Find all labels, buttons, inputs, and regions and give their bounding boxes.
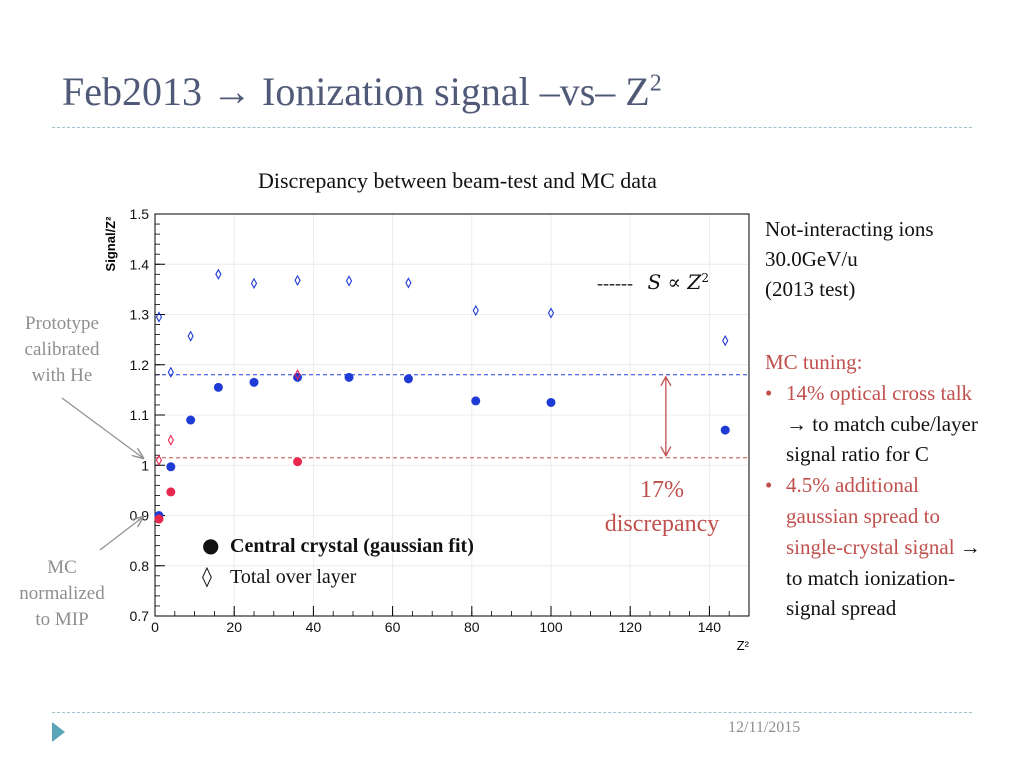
y-axis-label: Signal/Z² xyxy=(103,216,118,272)
prototype-calibration-note: Prototype calibrated with He xyxy=(6,311,118,389)
x-tick-label: 120 xyxy=(619,619,643,635)
y-tick-label: 0.7 xyxy=(130,608,150,624)
mc-tuning-item1-highlight: 14% optical cross talk xyxy=(786,380,973,405)
data-point-central-crystal xyxy=(403,374,413,384)
y-tick-label: 1 xyxy=(141,457,149,473)
mc-tuning-list: • 14% optical cross talk → to match cube/… xyxy=(765,378,995,624)
discrepancy-arrow-head-bottom xyxy=(660,446,672,458)
prototype-note-line-1: Prototype xyxy=(25,313,99,334)
data-point-total-layer xyxy=(187,330,194,342)
y-tick-label: 0.8 xyxy=(130,558,150,574)
chart-legend: ● Central crystal (gaussian fit) ◊ Total o… xyxy=(202,530,474,592)
mc-tuning-item-spread: • 4.5% additional gaussian spread to sing… xyxy=(765,470,995,624)
data-point-central-crystal xyxy=(166,462,176,472)
data-point-central-crystal xyxy=(186,415,196,425)
x-tick-label: 100 xyxy=(539,619,563,635)
ions-line-1: Not-interacting ions xyxy=(765,217,934,241)
y-tick-label: 0.9 xyxy=(130,508,150,524)
mc-tuning-item-crosstalk: • 14% optical cross talk → to match cube/… xyxy=(765,378,995,470)
data-point-total-layer xyxy=(167,366,174,378)
x-tick-label: 20 xyxy=(226,619,242,635)
slide-title-superscript: 2 xyxy=(649,70,662,97)
data-point-central-crystal xyxy=(249,377,259,387)
proportional-label: ------ S ∝ Z2 xyxy=(597,270,709,294)
x-tick-label: 60 xyxy=(385,619,401,635)
mc-note-line-1: MC xyxy=(47,557,77,578)
slide-title: Feb2013 → Ionization signal –vs– Z2 xyxy=(62,68,662,115)
y-tick-label: 1.3 xyxy=(130,307,150,323)
title-divider xyxy=(52,127,972,128)
data-point-total-layer xyxy=(472,304,479,317)
footer-divider xyxy=(52,712,972,713)
data-point-total-layer xyxy=(345,275,353,287)
data-point-total-layer xyxy=(250,277,258,289)
proportional-dash: ------ xyxy=(597,273,633,293)
data-point-total-layer xyxy=(547,307,555,319)
legend-central-marker: ● xyxy=(202,533,220,557)
data-point-total-layer xyxy=(167,434,174,446)
reference-lines xyxy=(155,374,749,459)
legend-central-label: Central crystal (gaussian fit) xyxy=(230,535,474,557)
data-point-total-layer xyxy=(215,268,222,280)
ions-info: Not-interacting ions 30.0GeV/u (2013 tes… xyxy=(765,214,934,304)
x-tick-label: 0 xyxy=(151,619,159,635)
data-point-total-layer xyxy=(722,334,729,347)
ions-line-2: 30.0GeV/u xyxy=(765,247,858,271)
data-point-central-crystal xyxy=(344,372,354,382)
data-point-central-crystal xyxy=(293,457,303,467)
slide-title-text: Feb2013 → Ionization signal –vs– Z xyxy=(62,69,650,114)
y-tick-label: 1.2 xyxy=(130,357,150,373)
x-tick-label: 80 xyxy=(464,619,480,635)
chart-title: Discrepancy between beam-test and MC dat… xyxy=(258,168,657,193)
y-tick-label: 1.1 xyxy=(130,407,150,423)
x-tick-label: 140 xyxy=(698,619,722,635)
chart-plot: 0.7 0.8 0.9 1 1.1 1.2 1.3 1.4 1.5 0 20 40 60 80 100 120… xyxy=(103,206,750,653)
x-axis-label: Z² xyxy=(737,638,750,653)
mc-tuning-notes: MC tuning: • 14% optical cross talk → to … xyxy=(765,347,995,624)
data-point-total-layer xyxy=(155,311,163,323)
mc-tuning-heading: MC tuning: xyxy=(765,350,863,374)
mc-note-line-3: to MIP xyxy=(35,609,89,630)
discrepancy-annotation: 17% discrepancy xyxy=(596,473,728,541)
data-point-central-crystal xyxy=(546,397,556,407)
legend-item-total: ◊ Total over layer xyxy=(202,561,474,592)
bullet-icon: • xyxy=(765,380,773,405)
bullet-icon: • xyxy=(765,473,773,498)
ions-line-3: (2013 test) xyxy=(765,277,856,301)
data-point-total-layer xyxy=(294,274,301,286)
y-tick-label: 1.5 xyxy=(130,206,150,222)
proportional-formula: S ∝ Z xyxy=(647,270,702,294)
legend-total-label: Total over layer xyxy=(230,566,357,588)
slide-date: 12/11/2015 xyxy=(728,719,801,736)
y-tick-label: 1.4 xyxy=(130,256,150,272)
data-point-total-layer xyxy=(294,369,301,381)
mc-tuning-item1-text: → to match cube/layer signal ratio for C xyxy=(786,411,978,467)
data-point-total-layer xyxy=(405,277,412,289)
mc-tuning-item2-highlight: 4.5% additional gaussian spread to singl… xyxy=(786,473,955,559)
data-point-central-crystal xyxy=(213,382,223,392)
x-tick-label: 40 xyxy=(306,619,322,635)
data-point-central-crystal xyxy=(154,514,164,524)
data-point-central-crystal xyxy=(293,372,303,382)
chart-gridlines xyxy=(154,213,749,617)
data-points xyxy=(154,268,730,524)
data-point-central-crystal xyxy=(166,487,176,497)
legend-item-central: ● Central crystal (gaussian fit) xyxy=(202,530,474,561)
mc-normalization-note: MC normalized to MIP xyxy=(6,555,118,633)
discrepancy-arrow-head-top xyxy=(660,375,672,387)
data-point-central-crystal xyxy=(471,396,481,406)
mc-note-line-2: normalized xyxy=(19,583,105,604)
mc-tuning-item2-text: → to match ionization-signal spread xyxy=(786,534,981,621)
nav-play-icon[interactable] xyxy=(52,722,65,742)
discrepancy-percent: 17% xyxy=(640,477,684,503)
discrepancy-word: discrepancy xyxy=(604,511,720,537)
prototype-note-line-2: calibrated xyxy=(24,339,100,360)
legend-total-marker: ◊ xyxy=(202,564,212,588)
data-point-central-crystal xyxy=(720,425,730,435)
prototype-note-line-3: with He xyxy=(31,365,93,386)
proportional-superscript: 2 xyxy=(701,271,709,285)
data-point-total-layer xyxy=(155,454,163,466)
